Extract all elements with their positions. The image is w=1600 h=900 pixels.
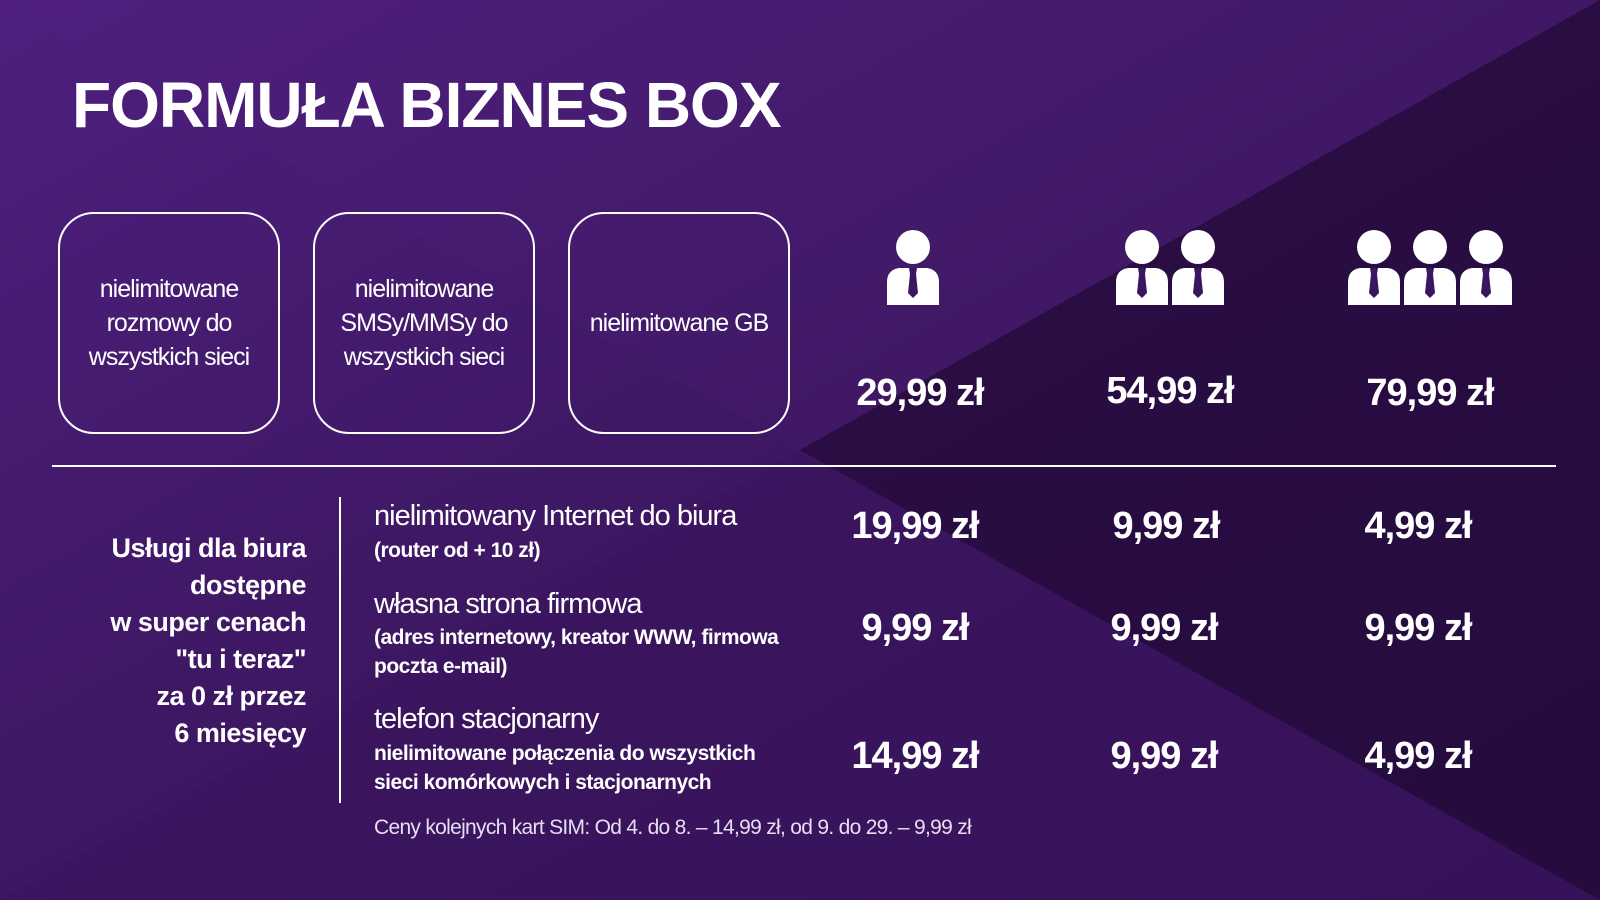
footnote: Ceny kolejnych kart SIM: Od 4. do 8. – 1… <box>374 816 972 839</box>
person-icon <box>1460 230 1512 305</box>
note-line: (router od + 10 zł) <box>374 539 541 562</box>
service-name: nielimitowany Internet do biura <box>374 500 737 532</box>
feature-line: nielimitowane <box>354 275 494 303</box>
feature-box: nielimitowane rozmowy do wszystkich siec… <box>58 212 280 434</box>
note-line: poczta e-mail) <box>374 655 508 678</box>
feature-line: nielimitowane GB <box>589 309 770 337</box>
plan-price: 29,99 zł <box>856 372 984 414</box>
service-price: 19,99 zł <box>851 505 979 547</box>
note-line: (adres internetowy, kreator WWW, firmowa <box>374 626 779 649</box>
label-line: dostępne <box>189 570 307 600</box>
service-price: 14,99 zł <box>851 735 979 777</box>
service-name: własna strona firmowa <box>374 588 642 620</box>
label-line: 6 miesięcy <box>174 718 306 748</box>
label-line: w super cenach <box>110 607 306 637</box>
service-note: (adres internetowy, kreator WWW, firmowa… <box>374 623 779 681</box>
person-icon <box>1348 230 1400 305</box>
plan-price: 54,99 zł <box>1106 370 1234 412</box>
service-note: (router od + 10 zł) <box>374 536 541 565</box>
feature-line: wszystkich sieci <box>88 343 250 371</box>
plan-price: 79,99 zł <box>1366 372 1494 414</box>
note-line: nielimitowane połączenia do wszystkich <box>374 742 756 765</box>
label-line: za 0 zł przez <box>156 681 306 711</box>
divider <box>339 497 341 803</box>
feature-line: SMSy/MMSy do <box>340 309 508 337</box>
label-line: "tu i teraz" <box>175 644 306 674</box>
feature-line: rozmowy do <box>106 309 233 337</box>
service-price: 4,99 zł <box>1364 505 1472 547</box>
feature-line: nielimitowane <box>99 275 239 303</box>
person-icon <box>1116 230 1168 305</box>
title: FORMUŁA BIZNES BOX <box>72 69 781 141</box>
service-price: 9,99 zł <box>1110 607 1218 649</box>
service-price: 9,99 zł <box>861 607 969 649</box>
person-icon <box>1404 230 1456 305</box>
feature-line: wszystkich sieci <box>343 343 505 371</box>
service-price: 9,99 zł <box>1364 607 1472 649</box>
service-note: nielimitowane połączenia do wszystkich s… <box>374 739 756 797</box>
service-name: telefon stacjonarny <box>374 703 599 735</box>
person-icon <box>887 230 939 305</box>
services-label: Usługi dla biura dostępne w super cenach… <box>110 530 306 752</box>
service-price: 9,99 zł <box>1112 505 1220 547</box>
feature-box: nielimitowane SMSy/MMSy do wszystkich si… <box>313 212 535 434</box>
service-price: 9,99 zł <box>1110 735 1218 777</box>
service-price: 4,99 zł <box>1364 735 1472 777</box>
label-line: Usługi dla biura <box>111 533 306 563</box>
feature-box: nielimitowane GB <box>568 212 790 434</box>
divider <box>52 465 1556 467</box>
note-line: sieci komórkowych i stacjonarnych <box>374 771 712 794</box>
person-icon <box>1172 230 1224 305</box>
